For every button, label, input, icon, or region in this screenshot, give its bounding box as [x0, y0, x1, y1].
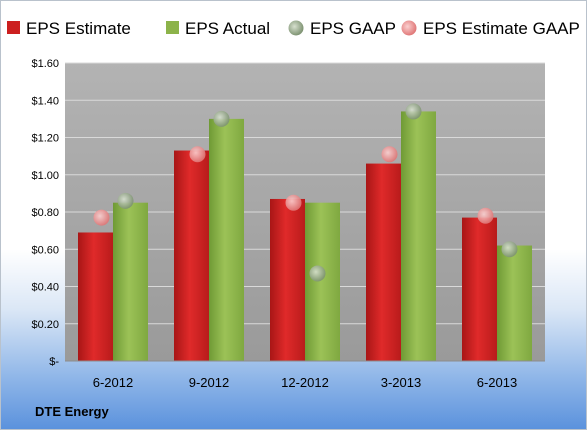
bars — [78, 111, 532, 361]
x-tick-label: 9-2012 — [189, 375, 229, 390]
y-axis: $- $0.20 $0.40 $0.60 $0.80 $1.00 $1.20 $1.40 $1.… — [31, 58, 59, 368]
marker-eps-gaap — [117, 192, 134, 209]
marker-eps-estimate-gaap — [189, 146, 206, 163]
marker-eps-estimate-gaap — [285, 194, 302, 211]
legend: EPS Estimate EPS Actual EPS GAAP EPS Est… — [7, 19, 580, 38]
company-name: DTE Energy — [35, 404, 109, 419]
legend-marker-eps-gaap — [288, 20, 304, 36]
x-tick-label: 6-2013 — [477, 375, 517, 390]
y-tick-label: $0.20 — [31, 319, 59, 331]
legend-swatch-eps-actual — [166, 21, 179, 34]
x-tick-label: 6-2012 — [93, 375, 133, 390]
y-tick-label: $- — [49, 356, 59, 368]
marker-eps-estimate-gaap — [477, 207, 494, 224]
x-tick-label: 12-2012 — [281, 375, 329, 390]
legend-label-eps-gaap: EPS GAAP — [310, 19, 396, 38]
y-tick-label: $1.00 — [31, 170, 59, 182]
bar-eps-estimate — [174, 150, 209, 361]
y-tick-label: $0.40 — [31, 282, 59, 294]
bar-eps-estimate — [366, 163, 401, 361]
y-tick-label: $0.80 — [31, 207, 59, 219]
legend-label-eps-estimate-gaap: EPS Estimate GAAP — [423, 19, 580, 38]
marker-eps-gaap — [405, 103, 422, 120]
y-tick-label: $0.60 — [31, 244, 59, 256]
bar-eps-estimate — [270, 198, 305, 361]
bar-eps-actual — [113, 202, 148, 361]
bar-eps-actual — [209, 118, 244, 361]
y-tick-label: $1.40 — [31, 95, 59, 107]
x-tick-label: 3-2013 — [381, 375, 421, 390]
marker-eps-gaap — [213, 110, 230, 127]
bar-eps-estimate — [78, 232, 113, 361]
y-tick-label: $1.20 — [31, 133, 59, 145]
bar-eps-actual — [401, 111, 436, 361]
legend-swatch-eps-estimate — [7, 21, 20, 34]
bar-eps-actual — [497, 245, 532, 361]
y-tick-label: $1.60 — [31, 58, 59, 70]
legend-label-eps-estimate: EPS Estimate — [26, 19, 131, 38]
x-axis: 6-2012 9-2012 12-2012 3-2013 6-2013 — [65, 360, 545, 390]
legend-label-eps-actual: EPS Actual — [185, 19, 270, 38]
bar-eps-estimate — [462, 217, 497, 361]
marker-eps-estimate-gaap — [93, 209, 110, 226]
bar-eps-actual — [305, 202, 340, 361]
marker-eps-gaap — [309, 265, 326, 282]
marker-eps-gaap — [501, 241, 518, 258]
marker-eps-estimate-gaap — [381, 146, 398, 163]
markers — [93, 103, 518, 282]
legend-marker-eps-estimate-gaap — [401, 20, 417, 36]
